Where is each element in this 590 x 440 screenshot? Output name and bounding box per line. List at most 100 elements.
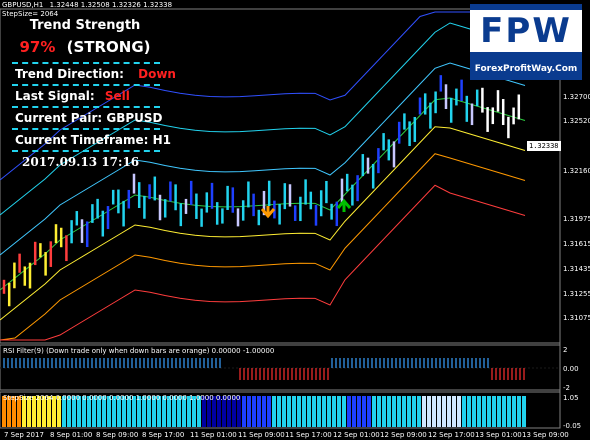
strength-bar	[327, 396, 331, 427]
strength-bar	[302, 396, 306, 427]
strength-bar	[467, 396, 471, 427]
strength-bar	[492, 396, 496, 427]
strength-bar	[47, 396, 51, 427]
divider	[12, 62, 160, 64]
time-axis: 7 Sep 2017 8 Sep 01:00 8 Sep 09:00 8 Sep 17…	[4, 431, 569, 439]
trend-strength-row: 97% (STRONG)	[10, 38, 160, 56]
band-line	[0, 126, 526, 321]
strength-bar	[232, 396, 236, 427]
strength-bar	[457, 396, 461, 427]
price-tick-label: 1.32520	[563, 117, 590, 125]
strength-bar	[247, 396, 251, 427]
strength-bar	[322, 396, 326, 427]
strength-bar	[12, 396, 16, 427]
trend-strength-label: Trend Strength	[29, 18, 141, 33]
strength-bar	[347, 396, 351, 427]
strength-bar	[512, 396, 516, 427]
price-tick-label: 1.31255	[563, 290, 590, 298]
price-axis: 1.32700 1.32520 1.32160 1.31975 1.31615 1.314…	[563, 93, 590, 322]
strength-axis-bottom: -0.05	[563, 422, 581, 430]
strength-bar	[462, 396, 466, 427]
datetime-label: 2017.09.13 17:16	[22, 155, 140, 169]
strength-bar	[27, 396, 31, 427]
strength-bar	[292, 396, 296, 427]
strength-bar	[52, 396, 56, 427]
strength-bar	[107, 396, 111, 427]
strength-bar	[427, 396, 431, 427]
divider	[12, 150, 160, 152]
strength-bar	[422, 396, 426, 427]
strength-bar	[412, 396, 416, 427]
strength-axis-top: 1.05	[563, 394, 579, 402]
strength-bar	[267, 396, 271, 427]
buy-arrow-icon	[336, 198, 352, 212]
strength-bar	[297, 396, 301, 427]
strength-bar	[2, 396, 6, 427]
rsi-panel-title: RSI Filter(9) (Down trade only when down…	[3, 347, 274, 355]
strength-bar	[147, 396, 151, 427]
strength-bar	[262, 396, 266, 427]
strength-bar	[92, 396, 96, 427]
strength-bar	[187, 396, 191, 427]
strength-panel-title: StepSize 2064 0.0000 0.0000 0.0000 1.000…	[3, 394, 240, 402]
current-timeframe-label: Current Timeframe:	[15, 133, 149, 147]
strength-bar	[387, 396, 391, 427]
strength-bar	[392, 396, 396, 427]
strength-bar	[437, 396, 441, 427]
strength-bar	[397, 396, 401, 427]
strength-bar	[237, 396, 241, 427]
strength-bar	[252, 396, 256, 427]
time-tick-label: 11 Sep 01:00	[190, 431, 237, 439]
strength-bar	[42, 396, 46, 427]
strength-bar	[82, 396, 86, 427]
strength-bar	[142, 396, 146, 427]
time-tick-label: 8 Sep 09:00	[96, 431, 138, 439]
last-signal-label: Last Signal:	[15, 89, 95, 103]
strength-bar	[487, 396, 491, 427]
strength-bar	[472, 396, 476, 427]
strength-bar	[192, 396, 196, 427]
strength-bar	[197, 396, 201, 427]
strength-bar	[407, 396, 411, 427]
strength-bar	[522, 396, 526, 427]
logo-text: FPW	[470, 10, 582, 52]
strength-bar	[182, 396, 186, 427]
strength-bar	[332, 396, 336, 427]
strength-bar	[402, 396, 406, 427]
strength-bar	[62, 396, 66, 427]
band-line	[0, 184, 526, 341]
strength-bar	[287, 396, 291, 427]
trend-direction-label: Trend Direction:	[15, 67, 124, 81]
strength-bar	[367, 396, 371, 427]
time-tick-label: 12 Sep 09:00	[380, 431, 427, 439]
strength-bar	[217, 396, 221, 427]
strength-bar	[452, 396, 456, 427]
last-signal-row: Last Signal: Sell	[15, 89, 130, 103]
strength-bar	[242, 396, 246, 427]
strength-bar	[112, 396, 116, 427]
strength-bar	[257, 396, 261, 427]
brand-logo: FPW ForexProfitWay.Com	[470, 4, 582, 80]
band-line	[0, 11, 525, 181]
strength-histogram	[2, 396, 526, 427]
strength-bar	[337, 396, 341, 427]
strength-bar	[162, 396, 166, 427]
window-title: GBPUSD,H1 1.32448 1.32508 1.32326 1.3233…	[2, 1, 172, 9]
site-text: ForexProfitWay.Com	[474, 64, 578, 74]
time-tick-label: 13 Sep 01:00	[475, 431, 522, 439]
current-timeframe-row: Current Timeframe: H1	[15, 133, 171, 147]
strength-bar	[137, 396, 141, 427]
price-tick-label: 1.32160	[563, 167, 590, 175]
strength-bar	[122, 396, 126, 427]
strength-bar	[277, 396, 281, 427]
rsi-histogram	[3, 358, 525, 380]
strength-bar	[77, 396, 81, 427]
current-timeframe-value: H1	[152, 133, 171, 147]
strength-bar	[372, 396, 376, 427]
trend-strength-state: (STRONG)	[66, 38, 151, 56]
strength-bar	[172, 396, 176, 427]
strength-bar	[202, 396, 206, 427]
time-tick-label: 8 Sep 01:00	[50, 431, 92, 439]
strength-bar	[177, 396, 181, 427]
